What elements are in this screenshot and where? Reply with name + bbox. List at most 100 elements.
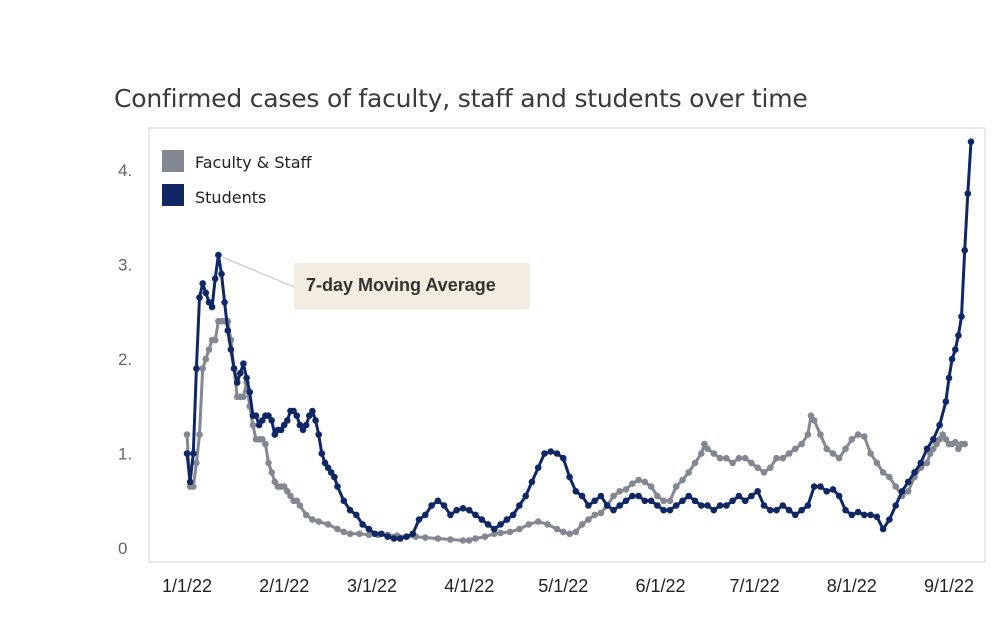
data-point[interactable]: [371, 530, 379, 538]
data-point[interactable]: [224, 327, 232, 334]
data-point[interactable]: [729, 497, 736, 505]
data-point[interactable]: [202, 355, 210, 363]
data-point[interactable]: [246, 388, 253, 396]
data-point[interactable]: [384, 533, 392, 540]
data-point[interactable]: [196, 294, 203, 301]
data-point[interactable]: [271, 431, 279, 438]
data-point[interactable]: [729, 459, 736, 467]
data-point[interactable]: [378, 530, 385, 538]
data-point[interactable]: [835, 492, 843, 500]
data-point[interactable]: [321, 459, 329, 467]
data-point[interactable]: [616, 502, 623, 509]
data-point[interactable]: [566, 473, 573, 481]
data-point[interactable]: [904, 478, 912, 486]
data-point[interactable]: [497, 529, 504, 537]
data-point[interactable]: [672, 483, 680, 490]
data-point[interactable]: [930, 445, 937, 453]
data-point[interactable]: [867, 511, 874, 519]
data-point[interactable]: [767, 506, 774, 514]
data-point[interactable]: [465, 537, 473, 544]
data-point[interactable]: [701, 440, 708, 448]
data-point[interactable]: [641, 478, 649, 486]
data-point[interactable]: [939, 431, 946, 438]
data-point[interactable]: [936, 436, 943, 443]
data-point[interactable]: [215, 251, 222, 259]
data-point[interactable]: [528, 478, 536, 486]
data-point[interactable]: [716, 454, 724, 462]
data-point[interactable]: [497, 521, 504, 528]
data-point[interactable]: [566, 530, 573, 538]
data-point[interactable]: [365, 531, 373, 539]
data-point[interactable]: [952, 438, 959, 446]
data-point[interactable]: [262, 440, 269, 448]
data-point[interactable]: [967, 138, 975, 145]
data-point[interactable]: [760, 469, 768, 476]
data-point[interactable]: [240, 360, 247, 368]
data-point[interactable]: [597, 492, 605, 500]
data-point[interactable]: [942, 436, 950, 443]
data-point[interactable]: [964, 190, 972, 197]
data-point[interactable]: [904, 488, 912, 495]
data-point[interactable]: [723, 502, 730, 509]
data-point[interactable]: [691, 459, 699, 467]
data-point[interactable]: [698, 450, 705, 457]
data-point[interactable]: [572, 528, 580, 536]
data-point[interactable]: [754, 488, 761, 495]
data-point[interactable]: [403, 533, 410, 540]
data-point[interactable]: [196, 431, 203, 438]
data-point[interactable]: [287, 492, 294, 500]
data-point[interactable]: [622, 486, 630, 493]
data-point[interactable]: [472, 535, 479, 542]
data-point[interactable]: [597, 509, 605, 517]
data-point[interactable]: [302, 421, 310, 429]
data-point[interactable]: [290, 407, 297, 415]
data-point[interactable]: [961, 440, 968, 448]
data-point[interactable]: [933, 440, 940, 448]
data-point[interactable]: [911, 469, 918, 476]
data-point[interactable]: [525, 521, 533, 528]
data-point[interactable]: [208, 303, 216, 311]
data-point[interactable]: [958, 313, 965, 320]
data-point[interactable]: [660, 497, 667, 505]
data-point[interactable]: [199, 365, 206, 372]
data-point[interactable]: [760, 502, 768, 509]
data-point[interactable]: [923, 459, 931, 467]
data-point[interactable]: [415, 516, 423, 523]
data-point[interactable]: [861, 433, 868, 440]
data-point[interactable]: [635, 476, 642, 484]
data-point[interactable]: [691, 497, 699, 505]
data-point[interactable]: [560, 528, 567, 536]
data-point[interactable]: [334, 525, 341, 533]
data-point[interactable]: [873, 459, 881, 467]
data-point[interactable]: [817, 431, 824, 438]
data-point[interactable]: [829, 450, 837, 457]
data-point[interactable]: [271, 478, 279, 486]
data-point[interactable]: [190, 483, 197, 490]
data-point[interactable]: [748, 492, 755, 500]
data-point[interactable]: [409, 530, 417, 538]
data-point[interactable]: [516, 525, 523, 533]
data-point[interactable]: [798, 506, 805, 514]
data-point[interactable]: [792, 445, 799, 453]
data-point[interactable]: [193, 459, 200, 467]
data-point[interactable]: [807, 412, 815, 420]
data-point[interactable]: [193, 365, 200, 372]
data-point[interactable]: [503, 516, 511, 523]
data-point[interactable]: [230, 365, 238, 372]
data-point[interactable]: [735, 492, 743, 500]
data-point[interactable]: [886, 473, 893, 481]
data-point[interactable]: [848, 436, 856, 443]
data-point[interactable]: [710, 450, 718, 457]
data-point[interactable]: [183, 450, 191, 457]
data-point[interactable]: [773, 506, 780, 514]
data-point[interactable]: [716, 502, 724, 509]
data-point[interactable]: [306, 412, 313, 420]
data-point[interactable]: [622, 497, 630, 505]
data-point[interactable]: [544, 521, 551, 528]
data-point[interactable]: [356, 530, 363, 538]
data-point[interactable]: [237, 369, 244, 377]
data-point[interactable]: [867, 450, 874, 457]
data-point[interactable]: [616, 488, 623, 495]
data-point[interactable]: [422, 534, 429, 541]
data-point[interactable]: [842, 506, 849, 514]
